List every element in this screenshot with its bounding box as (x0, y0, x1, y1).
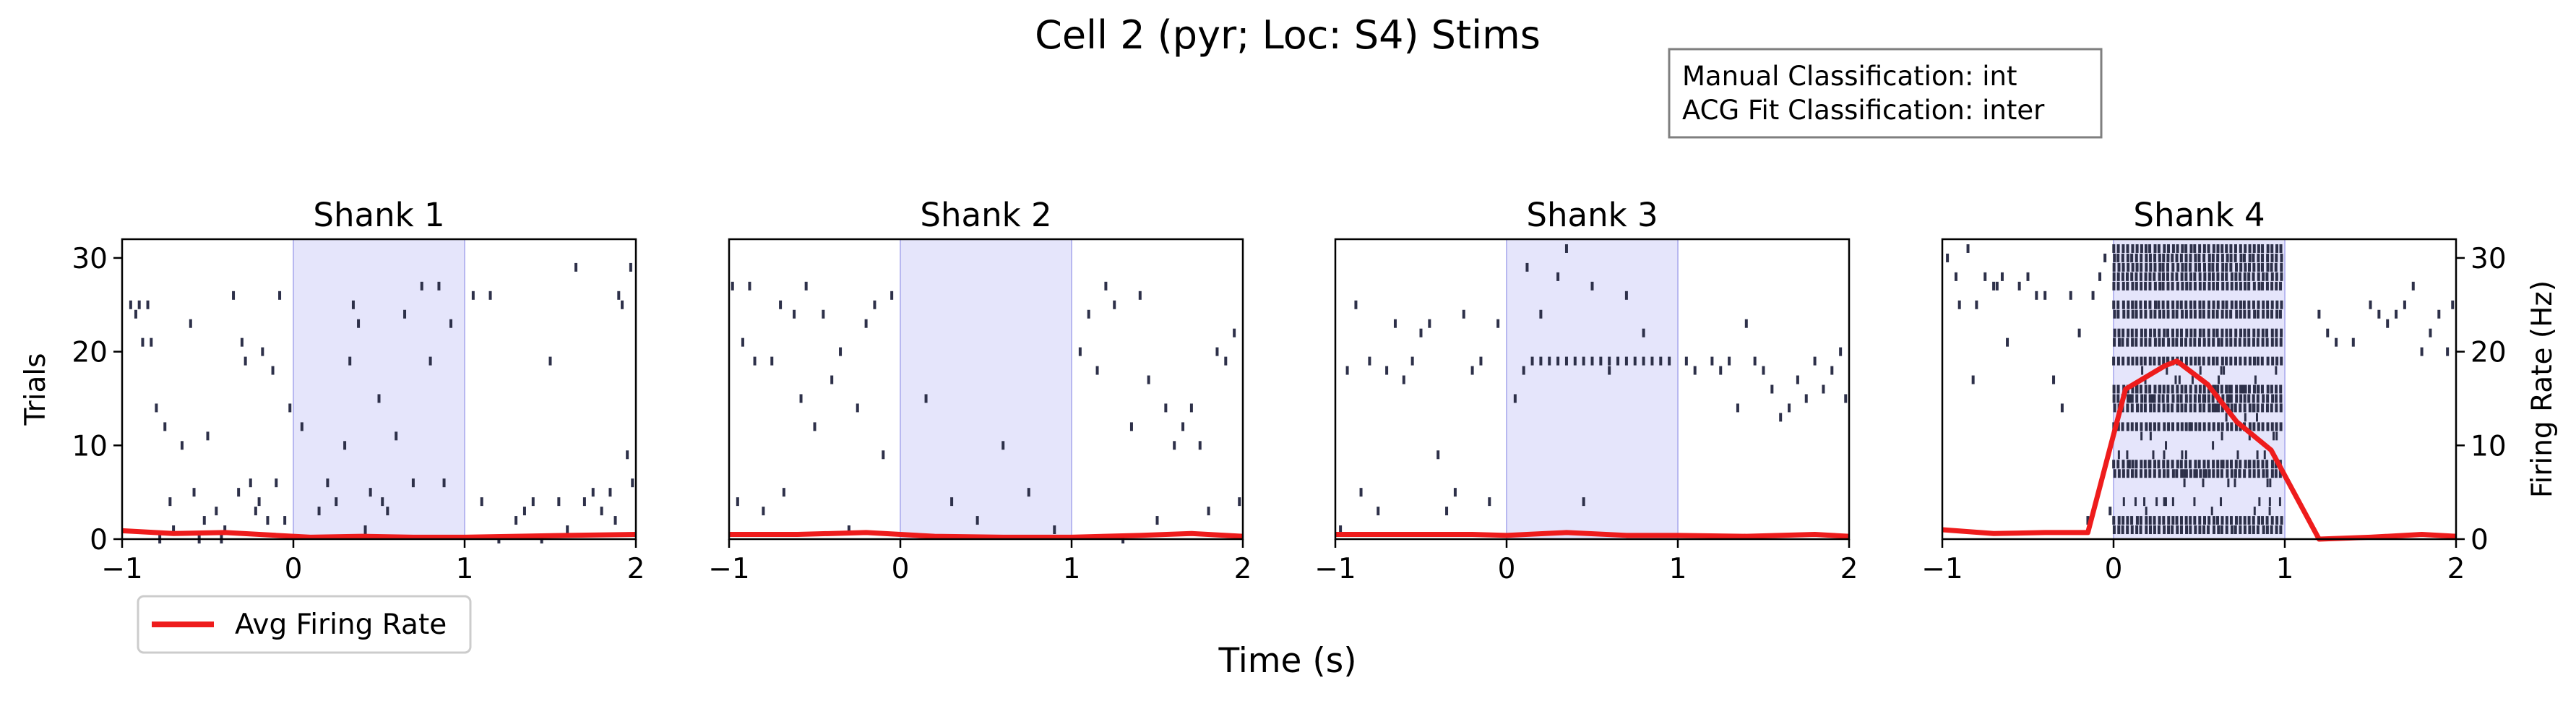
panel-title: Shank 1 (313, 196, 444, 234)
x-axis-label: Time (s) (1218, 641, 1356, 681)
panel-2: Shank 2 −1 0 1 2 (708, 196, 1252, 585)
stim-window (293, 238, 465, 540)
panel-3: Shank 3 −1 0 1 2 (1314, 196, 1858, 585)
stim-window (900, 238, 1072, 540)
x-tick-label: 1 (456, 553, 474, 585)
y-tick-label: 10 (72, 430, 108, 463)
infobox-manual: Manual Classification: int (1682, 61, 2017, 92)
x-tick-label: 2 (1234, 553, 1252, 585)
y2-tick-label: 10 (2471, 430, 2507, 463)
x-tick-label: −1 (1314, 553, 1356, 585)
x-tick-label: 1 (2276, 553, 2294, 585)
x-tick-label: 0 (285, 553, 303, 585)
avg-firing-rate-line (1335, 530, 1850, 539)
panel-title: Shank 3 (1526, 196, 1658, 234)
x-tick-label: −1 (1921, 553, 1963, 585)
x-tick-label: −1 (708, 553, 750, 585)
avg-firing-rate-line (121, 528, 637, 540)
y2-tick-label: 30 (2471, 243, 2507, 275)
y2-tick-label: 20 (2471, 337, 2507, 369)
axes-frame (1941, 238, 2457, 541)
y-tick-label: 30 (72, 243, 108, 275)
x-tick-label: 2 (627, 553, 645, 585)
y-tick-label: 0 (90, 524, 108, 556)
panel-title: Shank 4 (2133, 196, 2265, 234)
avg-firing-rate-line (1942, 358, 2457, 542)
x-tick-label: 1 (1669, 553, 1687, 585)
axes-frame (1334, 238, 1851, 541)
y-axis-label: Trials (20, 353, 52, 426)
x-tick-label: 0 (892, 553, 910, 585)
classification-infobox: Manual Classification: int ACG Fit Class… (1668, 48, 2103, 139)
x-tick-label: 0 (1498, 553, 1516, 585)
y2-tick-label: 0 (2471, 524, 2489, 556)
y-tick-label: 20 (72, 337, 108, 369)
axes-frame (121, 238, 637, 541)
x-tick-label: 2 (2447, 553, 2465, 585)
panel-title: Shank 2 (920, 196, 1051, 234)
legend-label: Avg Firing Rate (235, 608, 447, 641)
y2-axis-label: Firing Rate (Hz) (2526, 280, 2559, 498)
avg-firing-rate-line (729, 530, 1244, 540)
x-tick-label: 1 (1063, 553, 1081, 585)
x-tick-label: 0 (2105, 553, 2123, 585)
x-tick-label: −1 (101, 553, 143, 585)
legend: Avg Firing Rate (137, 595, 472, 654)
figure-title: Cell 2 (pyr; Loc: S4) Stims (1035, 12, 1541, 58)
axes-frame (728, 238, 1244, 541)
infobox-acg: ACG Fit Classification: inter (1682, 95, 2045, 126)
x-tick-label: 2 (1840, 553, 1858, 585)
